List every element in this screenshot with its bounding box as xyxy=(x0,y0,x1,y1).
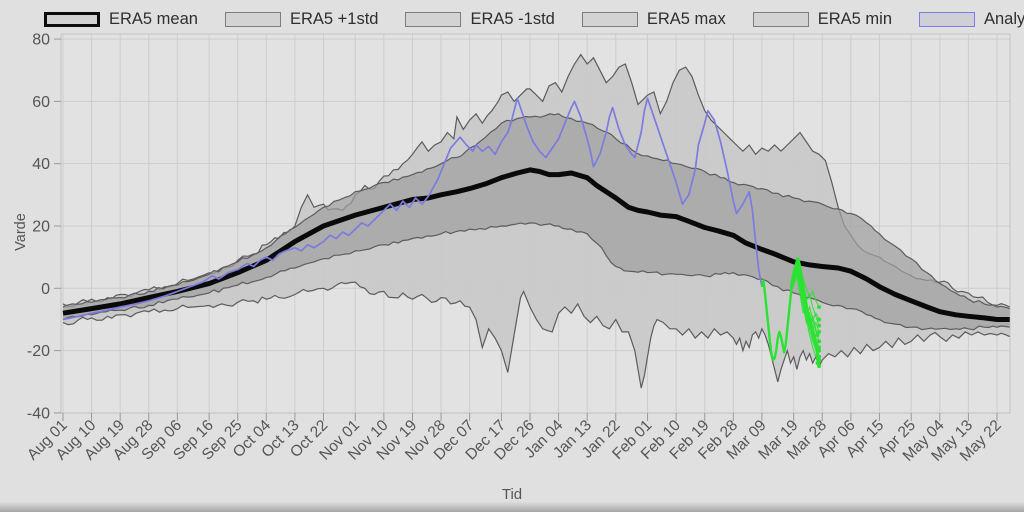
ensemble-member-end-dot xyxy=(817,304,822,309)
plot-area xyxy=(62,53,1010,389)
y-tick-label: 40 xyxy=(32,156,50,173)
bottom-edge-strip xyxy=(0,502,1024,512)
legend-label: ERA5 max xyxy=(646,9,726,28)
legend-label: ERA5 min xyxy=(817,9,892,28)
ensemble-member-end-dot xyxy=(817,339,822,344)
legend-swatch xyxy=(405,11,462,27)
y-tick-label: -20 xyxy=(27,343,50,360)
legend-item-era5-1std: ERA5 -1std xyxy=(405,9,555,29)
legend-item-era5-mean: ERA5 mean xyxy=(44,10,198,29)
legend-item-era5-1std: ERA5 +1std xyxy=(224,9,379,29)
era5-std-band xyxy=(63,113,1010,330)
x-axis-label: Tid xyxy=(501,486,523,503)
y-tick-label: 0 xyxy=(41,281,50,298)
legend-swatch xyxy=(581,11,638,27)
era5-min-line xyxy=(62,281,1010,389)
legend-item-analys-2024-2025: Analys 2024-2025 xyxy=(919,10,1024,29)
legend-swatch xyxy=(224,11,281,27)
y-tick-label: 20 xyxy=(32,218,50,235)
ensemble-member-line xyxy=(789,267,820,361)
ensemble-control-line xyxy=(760,257,821,364)
legend-label: ERA5 mean xyxy=(109,9,198,28)
legend-swatch xyxy=(919,11,975,27)
ensemble-member-end-dot xyxy=(817,329,822,334)
legend-label: ERA5 +1std xyxy=(289,9,379,28)
y-tick-label: -40 xyxy=(27,405,50,422)
legend-label: ERA5 -1std xyxy=(470,9,555,28)
y-tick-label: 60 xyxy=(32,94,50,111)
analys-line xyxy=(62,97,763,321)
ensemble-member-end-dot xyxy=(817,364,822,369)
ensemble-member-line xyxy=(789,270,820,322)
legend-item-era5-max: ERA5 max xyxy=(581,9,726,29)
ensemble-member-end-dot xyxy=(817,317,822,322)
legend-item-era5-min: ERA5 min xyxy=(752,9,892,29)
era5-plus1std-line xyxy=(62,113,1010,310)
y-axis-label: Varde xyxy=(12,213,29,251)
era5-minus1std-line xyxy=(62,222,1010,331)
chart-legend: ERA5 mean ERA5 +1std ERA5 -1std ERA5 max ERA… xyxy=(44,7,1024,31)
era5-mean-line xyxy=(62,167,1010,322)
legend-label: Analys 2024-2025 xyxy=(984,9,1024,28)
ensemble-member-end-dot xyxy=(815,333,820,338)
legend-swatch xyxy=(752,11,809,27)
legend-swatch xyxy=(44,11,100,27)
plot-border xyxy=(60,33,1011,414)
ensemble-member-end-dot xyxy=(817,323,822,328)
axis-ticks xyxy=(54,38,998,421)
y-tick-label: 80 xyxy=(32,32,50,49)
